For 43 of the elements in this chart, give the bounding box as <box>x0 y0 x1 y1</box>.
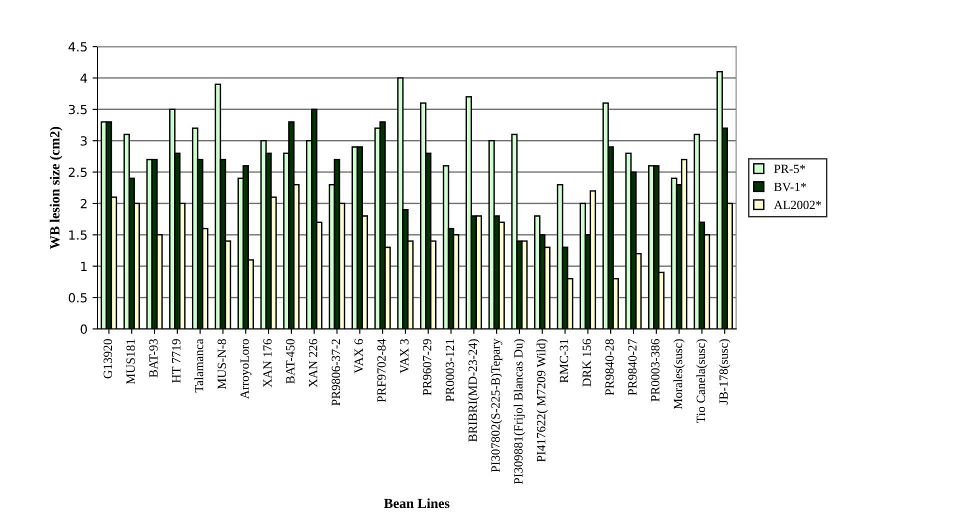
x-tick-label: Morales(susc) <box>673 339 685 410</box>
y-tick-label: 0 <box>80 324 87 334</box>
x-tick-label: BAT-93 <box>149 339 158 378</box>
x-tick-label: PR9840-28 <box>605 339 614 396</box>
x-tick-label: MUS-N-8 <box>218 339 226 389</box>
x-tick-label: PR0003-386 <box>650 339 660 402</box>
legend-label: PR-5* <box>774 164 806 174</box>
x-tick-label: Talamanca <box>194 338 204 392</box>
y-tick-label: 1 <box>81 262 87 271</box>
y-tick-label: 4 <box>80 74 88 83</box>
x-tick-label: PI417622( M7209 Wild) <box>536 339 548 462</box>
y-axis-title: WB lesion size (cm2) <box>50 126 62 250</box>
x-tick-label: PR9840-27 <box>628 339 637 396</box>
x-tick-label: PR0003-121 <box>446 339 454 402</box>
x-tick-label: PR9806-37-2 <box>332 339 340 406</box>
x-tick-label: RMC-31 <box>560 339 568 383</box>
x-tick-label: MUS181 <box>126 339 135 384</box>
y-tick-label: 2.5 <box>68 168 87 178</box>
x-tick-label: XAN 226 <box>308 339 318 388</box>
x-tick-label: VAX 3 <box>400 339 409 374</box>
x-tick-label: DRK 156 <box>582 339 591 387</box>
x-tick-label: JB-178(susc) <box>719 339 730 404</box>
y-tick-label: 2 <box>80 198 87 208</box>
x-tick-label: PRF9702-84 <box>377 338 386 402</box>
y-tick-label: 1.5 <box>69 230 87 240</box>
x-tick-label: XAN 176 <box>263 339 272 388</box>
y-tick-label: 4.5 <box>68 42 87 52</box>
y-tick-label: 0.5 <box>68 293 87 302</box>
x-tick-label: Tio Canela(susc) <box>696 339 708 424</box>
legend-label: BV-1* <box>774 182 806 192</box>
x-axis-title: Bean Lines <box>384 498 450 508</box>
x-tick-label: ArroyoLoro <box>240 339 252 399</box>
x-tick-label: HT 7719 <box>172 339 180 383</box>
x-tick-label: PI307802(S-225-B)Tepary <box>490 338 502 472</box>
x-tick-label: BRIBRI(MD-23-24) <box>468 339 480 442</box>
x-tick-label: PR9607-29 <box>422 339 432 396</box>
legend-label: AL2002* <box>774 200 822 210</box>
x-tick-label: PI309881(Frijol Blancas Du) <box>514 339 526 484</box>
x-tick-label: G13920 <box>104 339 112 378</box>
x-tick-label: BAT-450 <box>286 339 294 384</box>
y-tick-label: 3.5 <box>68 104 87 114</box>
x-tick-label: VAX 6 <box>354 339 363 374</box>
y-tick-label: 3 <box>80 136 87 146</box>
